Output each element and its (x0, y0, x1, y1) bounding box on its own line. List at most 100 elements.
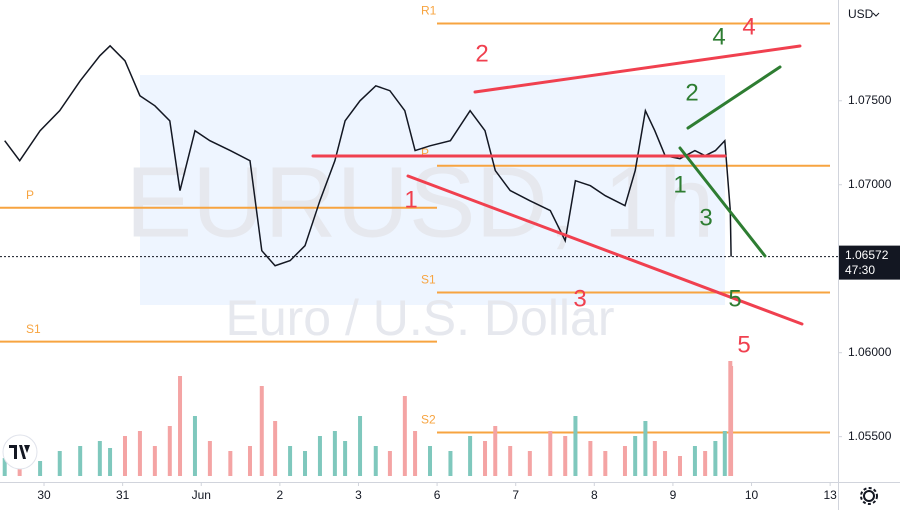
last-price: 1.06572 (845, 248, 889, 262)
volume-bar (178, 376, 183, 476)
x-tick-label: 9 (670, 488, 677, 502)
wave-label: 4 (742, 13, 755, 40)
volume-bar (192, 416, 197, 476)
wave-label: 4 (712, 23, 725, 50)
volume-profile-area (140, 75, 725, 305)
volume-bar (38, 461, 43, 476)
volume-bar (643, 421, 648, 476)
volume-bar (288, 446, 293, 476)
volume-bar (57, 451, 62, 476)
wave-label: 5 (737, 331, 750, 358)
volume-bar (729, 366, 734, 476)
volume-bar (122, 436, 127, 476)
volume-bar (722, 431, 727, 476)
pivot-label: R1 (421, 4, 437, 18)
trendline (678, 146, 767, 258)
volume-bar (493, 426, 498, 476)
wave-label: 1 (673, 171, 686, 198)
volume-bar (663, 451, 668, 476)
volume-bar (603, 451, 608, 476)
settings-button[interactable] (860, 487, 878, 505)
x-tick-label: Jun (192, 488, 211, 502)
volume-bar (713, 441, 718, 476)
x-tick-label: 7 (512, 488, 519, 502)
volume-bar (207, 441, 212, 476)
volume-bar (588, 441, 593, 476)
volume-bar (573, 416, 578, 476)
volume-bar (448, 451, 453, 476)
volume-bar (259, 386, 264, 476)
volume-bar (167, 426, 172, 476)
volume-bar (677, 456, 682, 476)
volume-bar (387, 451, 392, 476)
last-price-box (839, 245, 900, 280)
volume-bar (692, 446, 697, 476)
x-tick-label: 31 (116, 488, 130, 502)
volume-bar (317, 436, 322, 476)
volume-bar (343, 441, 348, 476)
volume-bar (358, 416, 363, 476)
x-tick-label: 6 (434, 488, 441, 502)
volume-bar (483, 441, 488, 476)
x-tick-label: 2 (277, 488, 284, 502)
volume-bar (622, 446, 627, 476)
wave-label: 1 (404, 186, 417, 213)
y-tick-label: 1.07500 (848, 93, 892, 107)
volume-bar (97, 441, 102, 476)
y-tick-label: 1.06000 (848, 345, 892, 359)
volume-bar (652, 441, 657, 476)
volume-bar (508, 446, 513, 476)
wave-label: 3 (573, 285, 586, 312)
trendline (473, 44, 802, 94)
last-price-label: 1.06572 47:30 (839, 245, 900, 280)
volume-bar (527, 451, 532, 476)
y-tick-label: 1.05500 (848, 429, 892, 443)
pivot-levels: R1 P P S1 S1 S2 (0, 4, 830, 434)
volume-bar (548, 431, 553, 476)
volume-bar (373, 446, 378, 476)
watermark-description: Euro / U.S. Dollar (225, 290, 614, 346)
wave-label: 5 (728, 285, 741, 312)
pivot-label: S2 (421, 413, 436, 427)
currency-label[interactable]: USD (848, 7, 874, 21)
x-tick-label: 10 (745, 488, 759, 502)
y-tick-label: 1.07000 (848, 177, 892, 191)
volume-bar (428, 446, 433, 476)
volume-bar (152, 446, 157, 476)
volume-bar (413, 431, 418, 476)
volume-bar (273, 421, 278, 476)
pivot-label: P (26, 188, 34, 202)
pivot-label: S1 (421, 273, 436, 287)
pivot-label: P (421, 146, 429, 160)
volume-bar (247, 446, 252, 476)
wave-label: 2 (475, 40, 488, 67)
volume-bar (228, 451, 233, 476)
x-tick-label: 13 (823, 488, 837, 502)
countdown: 47:30 (845, 263, 875, 277)
volume-bar (2, 458, 7, 476)
volume-bar (137, 431, 142, 476)
price-layer (4, 44, 732, 267)
pivot-label: S1 (26, 322, 41, 336)
volume-bars (2, 361, 734, 476)
x-tick-label: 3 (355, 488, 362, 502)
currency-dropdown[interactable] (872, 12, 880, 17)
volume-bar (303, 451, 308, 476)
volume-bar (633, 436, 638, 476)
volume-bar (563, 436, 568, 476)
volume-bar (108, 448, 113, 476)
wave-labels: 1 2 3 4 5 1 2 3 4 5 (404, 13, 755, 358)
logo[interactable] (2, 434, 38, 470)
volume-bar (402, 396, 407, 476)
x-tick-label: 8 (591, 488, 598, 502)
trendline (406, 174, 804, 326)
trendline (686, 65, 782, 130)
wave-label: 2 (685, 79, 698, 106)
volume-bar (332, 431, 337, 476)
wave-label: 3 (699, 204, 712, 231)
price-line (4, 44, 732, 267)
volume-bar (468, 436, 473, 476)
volume-bar (703, 451, 708, 476)
